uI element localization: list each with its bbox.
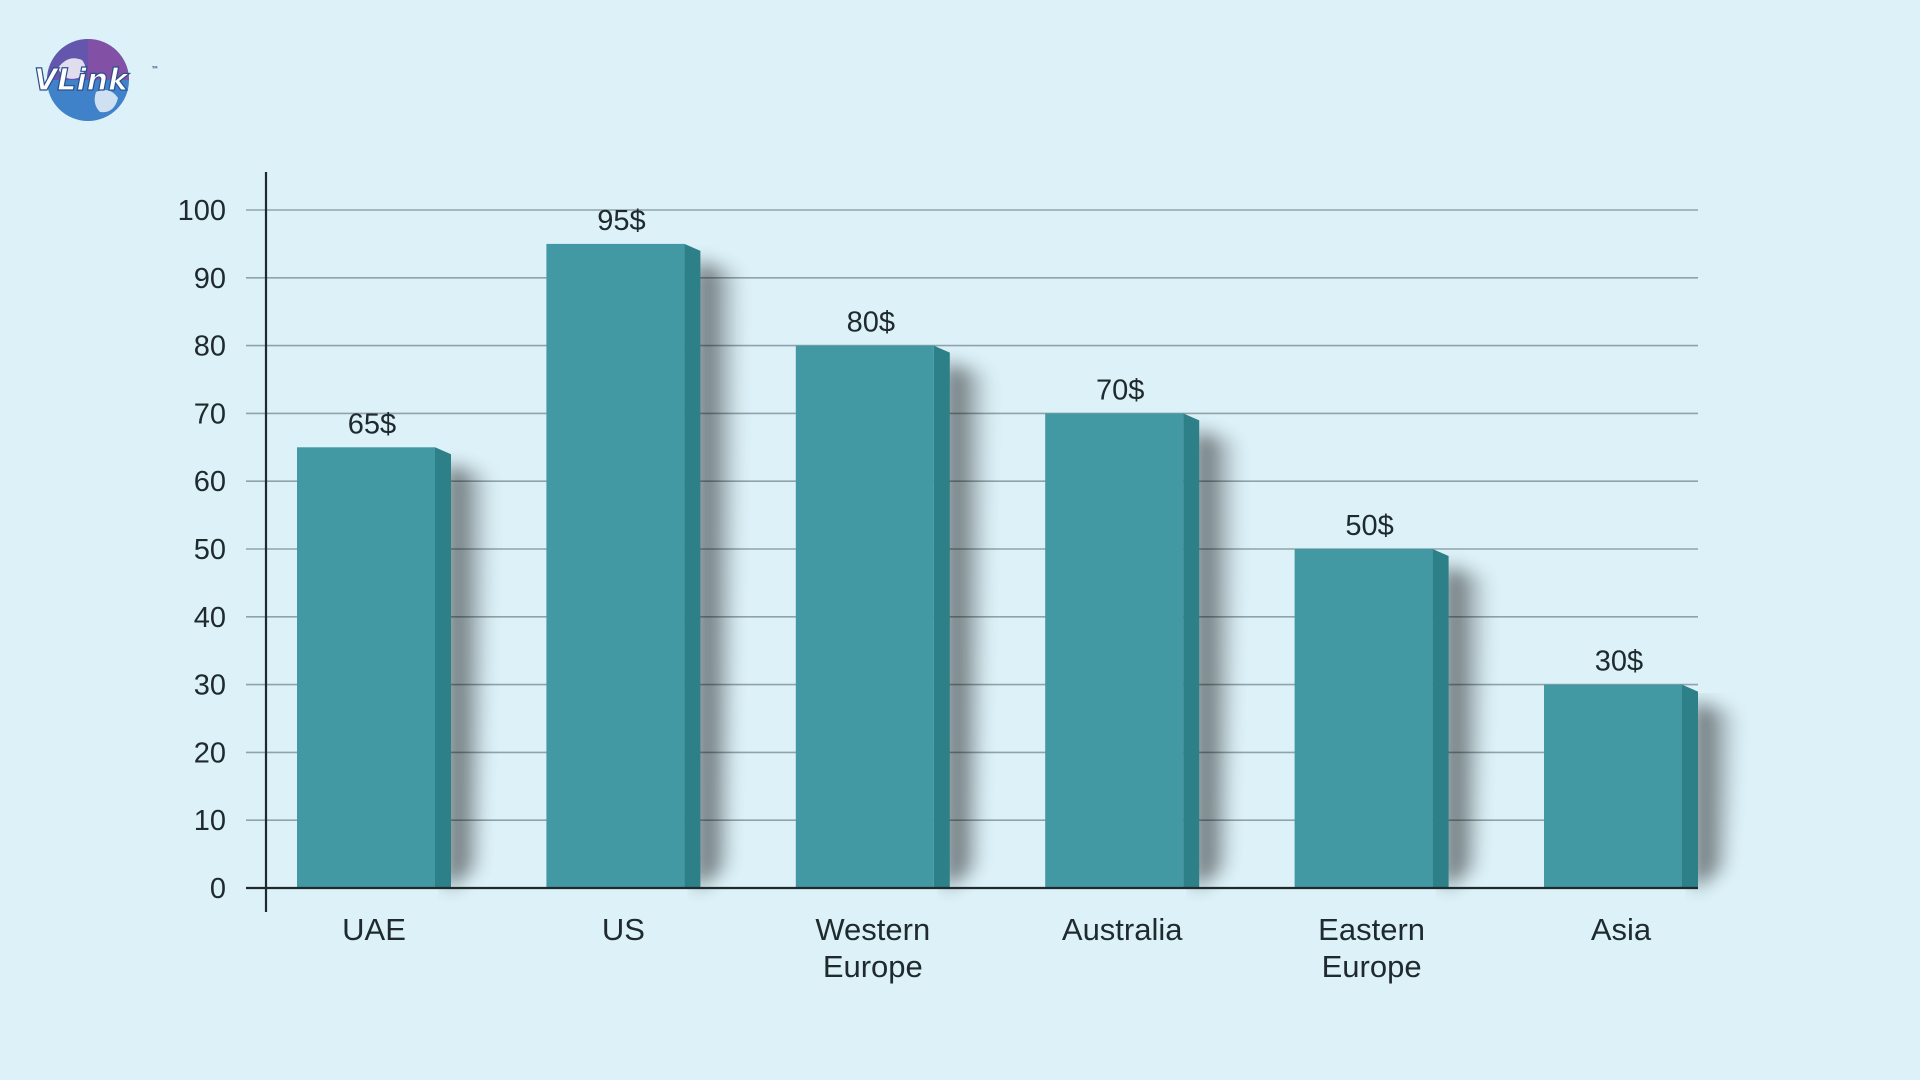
data-label: 65$ — [348, 408, 396, 440]
y-axis-ticks: 0 10 20 30 40 50 60 70 80 90 100 — [178, 195, 226, 905]
y-tick-label: 80 — [194, 331, 226, 363]
data-labels: 65$ 95$ 80$ 70$ 50$ 30$ — [348, 205, 1643, 678]
bar-western-europe — [795, 345, 934, 889]
axes — [246, 172, 1698, 912]
bar-us — [546, 243, 685, 888]
y-tick-label: 20 — [194, 737, 226, 769]
x-category-label: US — [602, 912, 645, 947]
logo-trademark: ™ — [151, 65, 159, 74]
y-tick-label: 40 — [194, 602, 226, 634]
y-tick-label: 50 — [194, 534, 226, 566]
bar-australia — [1045, 413, 1184, 888]
bar-side-face — [1432, 549, 1449, 888]
bar-eastern-europe — [1294, 549, 1433, 888]
bar-side-face — [933, 345, 950, 889]
y-tick-label: 100 — [178, 195, 226, 227]
bar-shadow — [696, 261, 741, 888]
bar-side-face — [684, 243, 701, 888]
data-label: 30$ — [1595, 646, 1643, 678]
bar-shadow — [1195, 431, 1240, 888]
bar-shadows — [447, 261, 1738, 889]
bar-uae — [297, 447, 435, 888]
data-label: 70$ — [1096, 374, 1144, 406]
x-category-label: Australia — [1062, 912, 1183, 947]
logo-text: VLink — [34, 63, 130, 98]
y-tick-label: 30 — [194, 670, 226, 702]
y-tick-label: 70 — [194, 398, 226, 430]
data-label: 50$ — [1345, 510, 1393, 542]
x-category-label: UAE — [342, 912, 406, 947]
x-category-label: Western — [815, 912, 930, 947]
bar-asia — [1544, 684, 1682, 888]
bar-side-face — [435, 447, 451, 888]
y-tick-label: 0 — [210, 873, 226, 905]
x-category-label: Europe — [823, 949, 923, 984]
y-tick-label: 90 — [194, 263, 226, 295]
bar-side-face — [1183, 413, 1200, 888]
x-category-label: Asia — [1591, 912, 1652, 947]
bar-side-face — [1682, 684, 1698, 888]
bar-shadow — [447, 465, 491, 888]
vlink-logo: VLink ™ — [33, 39, 159, 121]
data-label: 95$ — [597, 205, 645, 237]
data-label: 80$ — [847, 307, 895, 339]
bar-shadow — [1694, 702, 1738, 888]
bar-shadow — [1444, 567, 1489, 888]
bar-shadow — [945, 363, 990, 889]
bars — [297, 243, 1698, 889]
y-tick-label: 60 — [194, 466, 226, 498]
x-category-label: Europe — [1322, 949, 1422, 984]
x-category-label: Eastern — [1318, 912, 1425, 947]
y-tick-label: 10 — [194, 805, 226, 837]
